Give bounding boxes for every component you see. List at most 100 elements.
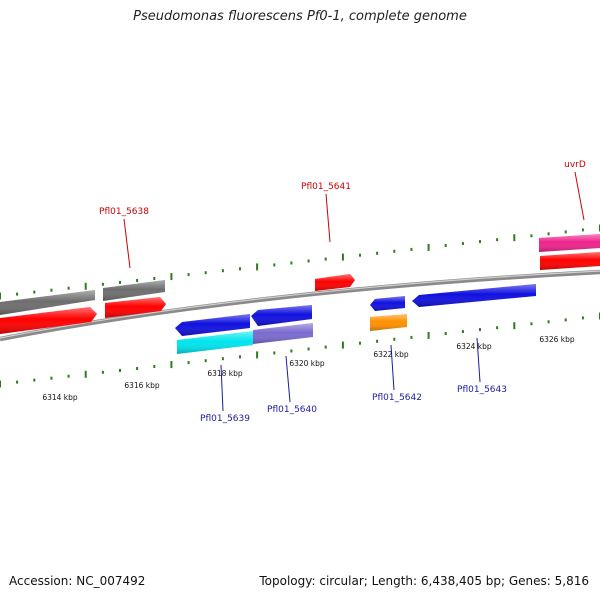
upper-track-minor-tick <box>564 230 567 234</box>
gene-label-pfl01-5642[interactable]: Pfl01_5642 <box>372 393 422 403</box>
upper-track-minor-tick <box>324 257 327 261</box>
tick-label-6316: 6316 kbp <box>124 381 160 390</box>
feature-gray-2-shade <box>103 280 165 301</box>
upper-track-minor-tick <box>273 263 276 267</box>
genome-backbone-highlight <box>0 270 600 339</box>
tick-label-6314: 6314 kbp <box>42 393 78 402</box>
lower-track-major-tick <box>427 331 430 339</box>
lower-track-major-tick <box>84 370 87 378</box>
genome-backbone <box>0 269 600 342</box>
upper-track-minor-tick <box>50 288 53 292</box>
connector-pfl01-5640 <box>285 355 291 403</box>
feature-red-2-shade <box>105 297 166 318</box>
upper-track-minor-tick <box>547 232 550 236</box>
lower-track-minor-tick <box>187 361 190 365</box>
lower-track-minor-tick <box>376 339 379 343</box>
lower-track-minor-tick <box>290 349 293 353</box>
tick-label-6324: 6324 kbp <box>456 342 492 351</box>
lower-track-minor-tick <box>479 328 481 332</box>
upper-tick-track <box>0 224 600 300</box>
feature-pink-shade <box>539 234 600 252</box>
tick-label-6322: 6322 kbp <box>373 350 409 359</box>
upper-track-minor-tick <box>376 251 379 255</box>
lower-track-minor-tick <box>119 368 121 372</box>
lower-track-minor-tick <box>153 365 156 368</box>
connector-pfl01-5638 <box>123 218 131 269</box>
feature-blue-3-shade <box>370 296 405 311</box>
topology-text: Topology: circular; Length: 6,438,405 bp… <box>259 574 589 588</box>
upper-track-minor-tick <box>496 238 499 242</box>
feature-red-1-shade <box>0 307 97 334</box>
lower-track-minor-tick <box>136 367 139 370</box>
lower-track-major-tick <box>0 380 1 388</box>
feature-red-4-shade <box>540 252 600 270</box>
gene-label-pfl01-5638[interactable]: Pfl01_5638 <box>99 207 149 217</box>
upper-track-minor-tick <box>187 273 190 277</box>
feature-blue-2-shade <box>251 305 312 326</box>
upper-track-minor-tick <box>33 290 36 294</box>
tick-label-6318: 6318 kbp <box>207 369 243 378</box>
lower-track-minor-tick <box>410 335 413 339</box>
gene-label-pfl01-5640[interactable]: Pfl01_5640 <box>267 405 317 415</box>
feature-cyan-shade <box>177 331 253 354</box>
lower-track-minor-tick <box>307 347 310 351</box>
upper-track-minor-tick <box>204 271 207 275</box>
gene-features <box>0 234 600 354</box>
connector-pfl01-5641 <box>325 193 331 243</box>
upper-track-major-tick <box>170 273 173 281</box>
lower-track-minor-tick <box>496 326 499 330</box>
tick-labels: 6314 kbp 6316 kbp 6318 kbp 6320 kbp 6322 kbp… <box>42 335 575 402</box>
upper-track-minor-tick <box>290 261 293 265</box>
lower-track-major-tick <box>341 341 344 349</box>
lower-track-minor-tick <box>204 359 207 363</box>
tick-label-6326: 6326 kbp <box>539 335 575 344</box>
upper-track-major-tick <box>256 263 259 271</box>
lower-tick-track <box>0 312 600 388</box>
lower-track-minor-tick <box>444 332 447 335</box>
lower-track-minor-tick <box>564 318 567 322</box>
connector-pfl01-5639 <box>220 364 224 412</box>
lower-track-minor-tick <box>359 341 361 345</box>
upper-track-minor-tick <box>153 277 156 280</box>
lower-track-minor-tick <box>239 355 241 359</box>
connector-uvrd <box>574 171 585 221</box>
lower-track-minor-tick <box>547 320 550 324</box>
feature-blue-4-shade <box>412 284 536 307</box>
upper-track-minor-tick <box>581 228 584 232</box>
lower-track-major-tick <box>513 322 516 330</box>
lower-track-major-tick <box>170 361 173 369</box>
upper-track-minor-tick <box>16 292 19 296</box>
upper-track-minor-tick <box>393 249 396 253</box>
feature-purple-shade <box>253 323 313 344</box>
upper-track-minor-tick <box>359 253 361 257</box>
lower-track-minor-tick <box>393 337 396 341</box>
gene-label-pfl01-5643[interactable]: Pfl01_5643 <box>457 385 507 395</box>
lower-track-minor-tick <box>324 345 327 349</box>
connector-pfl01-5642 <box>390 344 395 391</box>
gene-label-pfl01-5639[interactable]: Pfl01_5639 <box>200 414 250 424</box>
upper-track-major-tick <box>0 292 1 300</box>
lower-track-minor-tick <box>33 378 36 382</box>
upper-track-major-tick <box>513 234 516 242</box>
feature-gray-1-shade <box>0 290 95 315</box>
gene-label-uvrd[interactable]: uvrD <box>564 160 586 170</box>
upper-track-minor-tick <box>101 282 104 286</box>
map-title: Pseudomonas fluorescens Pf0-1, complete … <box>133 9 467 24</box>
upper-track-major-tick <box>84 282 87 290</box>
lower-track-minor-tick <box>50 376 53 380</box>
upper-track-minor-tick <box>530 234 533 238</box>
upper-track-minor-tick <box>479 240 481 244</box>
accession-text: Accession: NC_007492 <box>9 574 146 588</box>
lower-track-minor-tick <box>461 330 464 333</box>
feature-orange-shade <box>370 314 407 331</box>
upper-track-minor-tick <box>136 279 139 282</box>
feature-red-3-shade <box>315 274 355 291</box>
lower-track-major-tick <box>256 351 259 359</box>
gene-label-pfl01-5641[interactable]: Pfl01_5641 <box>301 182 351 192</box>
feature-blue-1-shade <box>175 314 250 336</box>
lower-track-minor-tick <box>273 351 276 355</box>
lower-track-minor-tick <box>581 316 584 320</box>
lower-track-minor-tick <box>101 370 104 374</box>
label-connectors <box>123 171 585 412</box>
